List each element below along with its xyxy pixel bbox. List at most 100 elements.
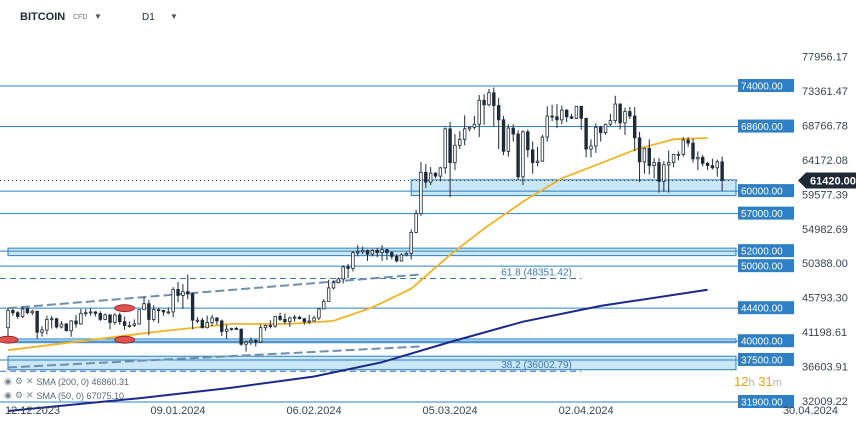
- sma50-line[interactable]: [7, 137, 708, 352]
- candle-body[interactable]: [98, 313, 103, 320]
- candle-body[interactable]: [705, 162, 710, 166]
- candle-body[interactable]: [521, 131, 525, 178]
- candle-body[interactable]: [268, 325, 273, 327]
- candle-body[interactable]: [220, 320, 224, 332]
- candle-body[interactable]: [40, 329, 44, 333]
- candle-body[interactable]: [108, 314, 112, 323]
- candle-body[interactable]: [312, 317, 316, 322]
- candle-body[interactable]: [560, 109, 564, 121]
- candle-body[interactable]: [11, 310, 15, 314]
- candle-body[interactable]: [20, 308, 25, 317]
- candle-body[interactable]: [35, 310, 39, 333]
- candle-body[interactable]: [50, 318, 54, 321]
- candle-body[interactable]: [239, 328, 243, 345]
- candle-body[interactable]: [365, 249, 370, 255]
- candle-body[interactable]: [292, 316, 297, 319]
- candle-body[interactable]: [676, 153, 681, 156]
- candle-body[interactable]: [6, 310, 10, 329]
- candle-body[interactable]: [283, 319, 287, 323]
- candle-body[interactable]: [263, 325, 268, 329]
- candle-body[interactable]: [356, 251, 360, 254]
- candle-body[interactable]: [16, 312, 20, 317]
- trend-line[interactable]: [7, 345, 421, 369]
- candle-body[interactable]: [93, 311, 98, 314]
- candle-body[interactable]: [210, 317, 214, 323]
- candle-body[interactable]: [671, 153, 676, 163]
- candle-body[interactable]: [433, 172, 438, 177]
- candle-body[interactable]: [603, 123, 608, 133]
- candle-body[interactable]: [681, 139, 685, 155]
- candle-body[interactable]: [487, 92, 491, 106]
- candle-body[interactable]: [530, 149, 535, 163]
- candle-body[interactable]: [632, 115, 637, 139]
- sma200-line[interactable]: [7, 288, 708, 412]
- candle-body[interactable]: [564, 109, 569, 118]
- candle-body[interactable]: [569, 116, 574, 119]
- candle-body[interactable]: [652, 162, 656, 166]
- candle-body[interactable]: [608, 120, 613, 125]
- candle-body[interactable]: [394, 255, 399, 262]
- candle-body[interactable]: [152, 309, 156, 320]
- candle-body[interactable]: [448, 128, 452, 163]
- candle-body[interactable]: [161, 310, 166, 313]
- candle-body[interactable]: [409, 231, 413, 254]
- candle-body[interactable]: [30, 310, 34, 314]
- candle-body[interactable]: [127, 325, 132, 327]
- candle-body[interactable]: [302, 318, 307, 323]
- candle-body[interactable]: [181, 291, 185, 296]
- candle-body[interactable]: [438, 167, 443, 177]
- candle-body[interactable]: [623, 111, 627, 124]
- candle-body[interactable]: [618, 103, 622, 124]
- candle-body[interactable]: [462, 128, 467, 140]
- candle-body[interactable]: [419, 171, 423, 215]
- candle-body[interactable]: [113, 314, 117, 323]
- candle-body[interactable]: [166, 311, 171, 314]
- candle-body[interactable]: [399, 254, 404, 262]
- candle-body[interactable]: [657, 162, 661, 182]
- candle-body[interactable]: [414, 213, 418, 233]
- candle-body[interactable]: [370, 249, 375, 255]
- candle-body[interactable]: [326, 287, 331, 302]
- candle-body[interactable]: [103, 314, 107, 320]
- candle-body[interactable]: [273, 316, 277, 327]
- candle-body[interactable]: [215, 317, 219, 322]
- timeframe-selector[interactable]: D1: [142, 12, 155, 23]
- candle-body[interactable]: [360, 249, 365, 253]
- candle-body[interactable]: [516, 133, 520, 178]
- candle-body[interactable]: [69, 320, 73, 332]
- candle-body[interactable]: [200, 319, 205, 329]
- symbol-dropdown-chevron-icon[interactable]: ▼: [94, 12, 102, 21]
- candle-body[interactable]: [496, 105, 501, 121]
- candle-body[interactable]: [79, 313, 83, 325]
- candle-body[interactable]: [443, 128, 447, 169]
- candle-body[interactable]: [579, 105, 583, 119]
- candle-body[interactable]: [234, 328, 239, 330]
- close-icon[interactable]: ✕: [25, 376, 34, 386]
- candle-body[interactable]: [331, 282, 336, 289]
- pivot-marker[interactable]: [0, 335, 19, 344]
- candle-body[interactable]: [122, 321, 127, 326]
- candle-body[interactable]: [307, 320, 311, 323]
- candle-body[interactable]: [686, 139, 690, 144]
- candle-body[interactable]: [647, 147, 651, 166]
- candle-body[interactable]: [701, 156, 705, 164]
- candle-body[interactable]: [526, 131, 530, 151]
- candle-body[interactable]: [642, 147, 647, 163]
- candle-body[interactable]: [715, 161, 719, 169]
- candle-body[interactable]: [88, 311, 93, 314]
- candle-body[interactable]: [555, 116, 559, 121]
- candle-body[interactable]: [720, 161, 724, 181]
- candle-body[interactable]: [317, 308, 321, 319]
- candle-body[interactable]: [54, 318, 59, 328]
- candle-body[interactable]: [637, 137, 642, 163]
- candle-body[interactable]: [351, 252, 355, 269]
- candle-body[interactable]: [186, 291, 190, 295]
- candle-body[interactable]: [190, 293, 195, 321]
- candle-body[interactable]: [176, 289, 180, 296]
- candle-body[interactable]: [458, 138, 462, 146]
- candle-body[interactable]: [195, 319, 200, 322]
- candle-body[interactable]: [64, 323, 68, 332]
- trend-line[interactable]: [7, 273, 422, 310]
- settings-icon[interactable]: ⚙: [14, 390, 23, 400]
